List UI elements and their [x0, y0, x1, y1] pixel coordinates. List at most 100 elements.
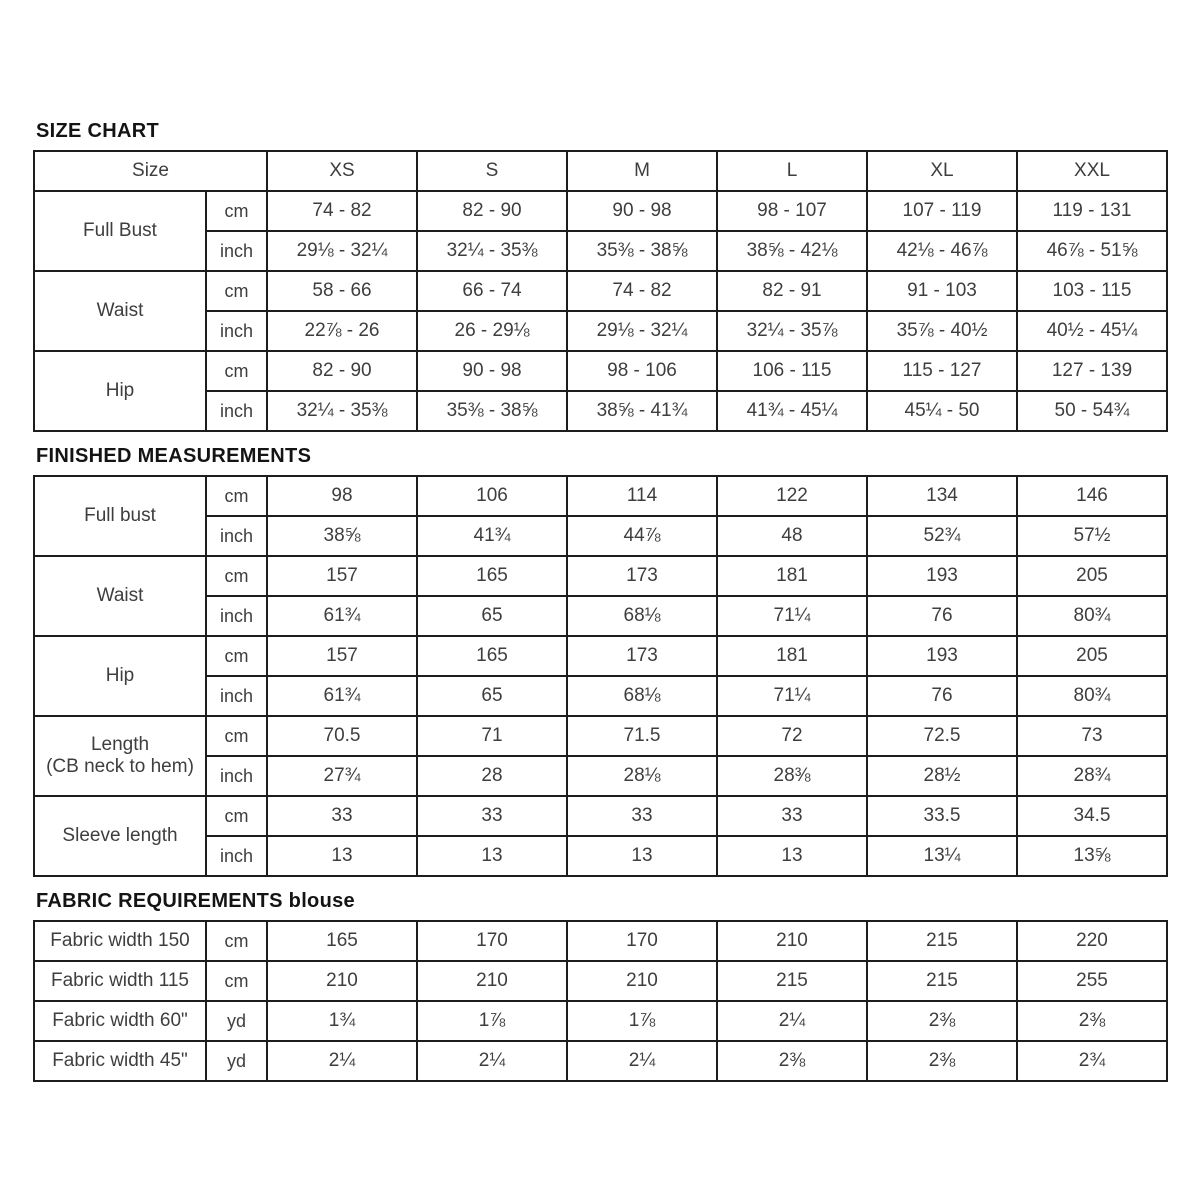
value-cell: 2⅜: [866, 1040, 1018, 1082]
finished-measurements-title: FINISHED MEASUREMENTS: [36, 445, 312, 467]
value-cell: 38⅝ - 41¾: [566, 390, 718, 432]
value-cell: 46⅞ - 51⅝: [1016, 230, 1168, 272]
value-cell: 71: [416, 715, 568, 757]
value-cell: 82 - 91: [716, 270, 868, 312]
value-cell: 80¾: [1016, 595, 1168, 637]
unit-cell: cm: [205, 635, 268, 677]
unit-cell: cm: [205, 475, 268, 517]
table-row: Full Bust cm 74 - 82 82 - 90 90 - 98 98 - 1…: [33, 190, 1168, 272]
value-cell: 27¾: [266, 755, 418, 797]
row-label-sleeve-length: Sleeve length: [33, 795, 207, 877]
value-cell: 127 - 139: [1016, 350, 1168, 392]
unit-cell: inch: [205, 595, 268, 637]
row-label-waist: Waist: [33, 270, 207, 352]
value-cell: 73: [1016, 715, 1168, 757]
value-cell: 13⅝: [1016, 835, 1168, 877]
value-cell: 210: [416, 960, 568, 1002]
value-cell: 215: [866, 920, 1018, 962]
value-cell: 76: [866, 675, 1018, 717]
size-chart-table: Size XS S M L XL XXL Full Bust cm 74 - 8…: [33, 150, 1168, 432]
value-cell: 1⅞: [416, 1000, 568, 1042]
table-row: Fabric width 60" yd 1¾ 1⅞ 1⅞ 2¼ 2⅜ 2⅜: [33, 1000, 1168, 1042]
unit-cell: cm: [205, 920, 268, 962]
value-cell: 114: [566, 475, 718, 517]
value-cell: 76: [866, 595, 1018, 637]
value-cell: 29⅛ - 32¼: [266, 230, 418, 272]
value-cell: 33: [266, 795, 418, 837]
value-cell: 32¼ - 35⅜: [416, 230, 568, 272]
value-cell: 13: [266, 835, 418, 877]
unit-cell: cm: [205, 270, 268, 312]
value-cell: 107 - 119: [866, 190, 1018, 232]
table-header-row: Size XS S M L XL XXL: [33, 150, 1168, 192]
value-cell: 210: [566, 960, 718, 1002]
value-cell: 2¼: [416, 1040, 568, 1082]
column-header-m: M: [566, 150, 718, 192]
table-row: inch 22⅞ - 26 26 - 29⅛ 29⅛ - 32¼ 32¼ - 35⅞ 3…: [34, 310, 1168, 352]
value-cell: 90 - 98: [416, 350, 568, 392]
value-cell: 52¾: [866, 515, 1018, 557]
value-cell: 28¾: [1016, 755, 1168, 797]
value-cell: 35⅞ - 40½: [866, 310, 1018, 352]
value-cell: 103 - 115: [1016, 270, 1168, 312]
row-label-fabric-width-45: Fabric width 45": [33, 1040, 207, 1082]
value-cell: 157: [266, 555, 418, 597]
unit-cell: inch: [205, 390, 268, 432]
value-cell: 98 - 106: [566, 350, 718, 392]
value-cell: 90 - 98: [566, 190, 718, 232]
value-cell: 48: [716, 515, 868, 557]
value-cell: 193: [866, 555, 1018, 597]
value-cell: 13: [566, 835, 718, 877]
fabric-requirements-title: FABRIC REQUIREMENTS blouse: [36, 890, 355, 912]
value-cell: 45¼ - 50: [866, 390, 1018, 432]
table-row: inch 27¾ 28 28⅛ 28⅜ 28½ 28¾: [34, 755, 1168, 797]
value-cell: 29⅛ - 32¼: [566, 310, 718, 352]
value-cell: 91 - 103: [866, 270, 1018, 312]
value-cell: 210: [716, 920, 868, 962]
finished-measurements-table: Full bust cm 98 106 114 122 134 146 inch 38⅝ 4…: [33, 475, 1168, 877]
value-cell: 32¼ - 35⅜: [266, 390, 418, 432]
unit-cell: cm: [205, 795, 268, 837]
value-cell: 122: [716, 475, 868, 517]
row-label-fabric-width-115: Fabric width 115: [33, 960, 207, 1002]
value-cell: 2¼: [266, 1040, 418, 1082]
unit-cell: cm: [205, 555, 268, 597]
value-cell: 13: [716, 835, 868, 877]
value-cell: 50 - 54¾: [1016, 390, 1168, 432]
value-cell: 28⅛: [566, 755, 718, 797]
value-cell: 33.5: [866, 795, 1018, 837]
value-cell: 70.5: [266, 715, 418, 757]
value-cell: 71.5: [566, 715, 718, 757]
column-header-s: S: [416, 150, 568, 192]
unit-cell: cm: [205, 960, 268, 1002]
table-row: inch 61¾ 65 68⅛ 71¼ 76 80¾: [34, 675, 1168, 717]
value-cell: 33: [416, 795, 568, 837]
value-cell: 98: [266, 475, 418, 517]
row-label-length: Length (CB neck to hem): [33, 715, 207, 797]
unit-cell: yd: [205, 1040, 268, 1082]
size-chart-title: SIZE CHART: [36, 120, 159, 142]
value-cell: 2¾: [1016, 1040, 1168, 1082]
value-cell: 72: [716, 715, 868, 757]
table-row: Waist cm 58 - 66 66 - 74 74 - 82 82 - 91 91 …: [33, 270, 1168, 352]
value-cell: 165: [416, 635, 568, 677]
value-cell: 173: [566, 555, 718, 597]
value-cell: 82 - 90: [266, 350, 418, 392]
row-label-fabric-width-150: Fabric width 150: [33, 920, 207, 962]
column-header-l: L: [716, 150, 868, 192]
value-cell: 119 - 131: [1016, 190, 1168, 232]
value-cell: 68⅛: [566, 675, 718, 717]
value-cell: 65: [416, 675, 568, 717]
value-cell: 165: [266, 920, 418, 962]
value-cell: 71¼: [716, 675, 868, 717]
value-cell: 38⅝: [266, 515, 418, 557]
value-cell: 2⅜: [716, 1040, 868, 1082]
value-cell: 170: [416, 920, 568, 962]
value-cell: 33: [716, 795, 868, 837]
unit-cell: inch: [205, 310, 268, 352]
value-cell: 13¼: [866, 835, 1018, 877]
value-cell: 41¾ - 45¼: [716, 390, 868, 432]
column-header-xs: XS: [266, 150, 418, 192]
value-cell: 28: [416, 755, 568, 797]
value-cell: 22⅞ - 26: [266, 310, 418, 352]
